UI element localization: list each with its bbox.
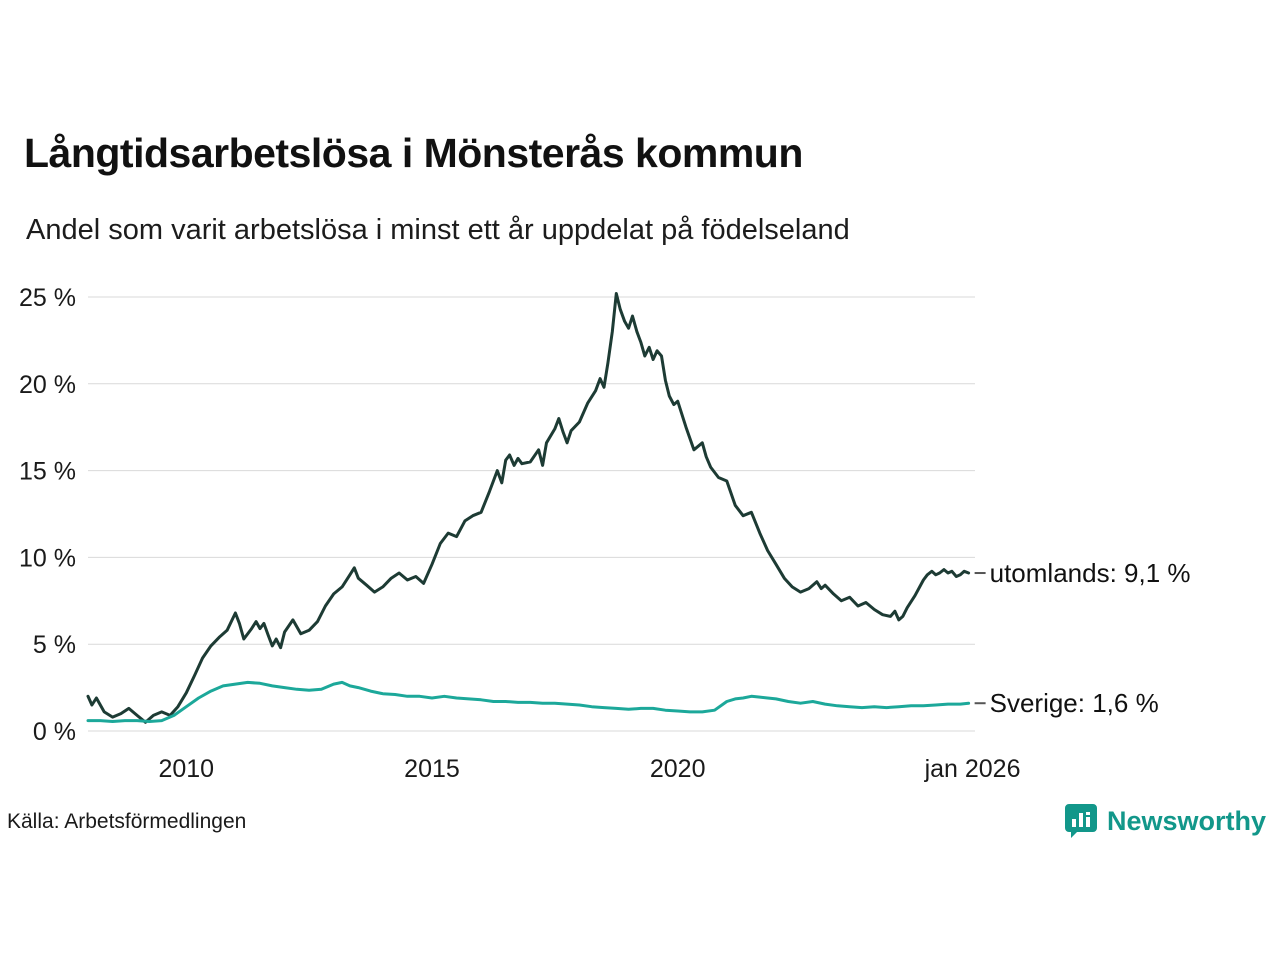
x-tick-label: jan 2026 — [924, 755, 1021, 783]
source-caption: Källa: Arbetsförmedlingen — [7, 810, 247, 833]
series-line-utomlands — [86, 292, 971, 724]
y-tick-label: 10 % — [19, 544, 76, 572]
brand-footer: Newsworthy — [1064, 803, 1266, 839]
chart-subtitle: Andel som varit arbetslösa i minst ett å… — [26, 214, 850, 246]
series-label-sverige: Sverige: 1,6 % — [990, 688, 1159, 718]
series-label-utomlands: utomlands: 9,1 % — [990, 558, 1191, 588]
page-title: Långtidsarbetslösa i Mönsterås kommun — [24, 130, 803, 176]
brand-name: Newsworthy — [1106, 805, 1266, 836]
y-tick-label: 15 % — [19, 458, 76, 486]
x-tick-label: 2010 — [158, 755, 214, 783]
newsworthy-logo-icon — [1064, 804, 1097, 838]
y-tick-label: 20 % — [19, 371, 76, 399]
y-tick-label: 25 % — [19, 284, 76, 312]
x-tick-label: 2015 — [404, 755, 460, 783]
y-tick-label: 0 % — [33, 718, 76, 746]
x-tick-label: 2020 — [650, 755, 706, 783]
y-tick-label: 5 % — [33, 631, 76, 659]
series-line-sverige — [86, 680, 971, 723]
